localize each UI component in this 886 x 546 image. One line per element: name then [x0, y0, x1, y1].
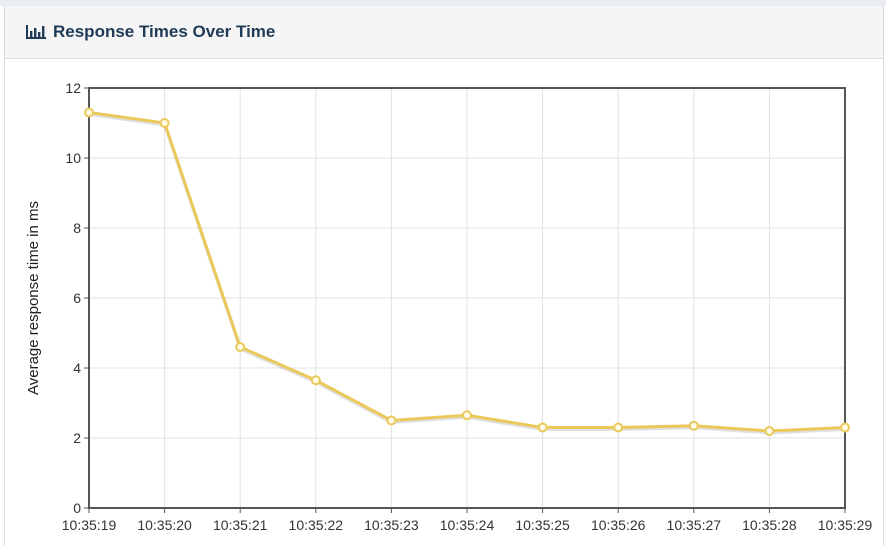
data-point	[310, 375, 321, 386]
data-point	[235, 342, 246, 352]
chart-panel: Response Times Over Time	[4, 6, 884, 546]
y-tick-label: 12	[65, 80, 81, 96]
x-tick-label: 10:35:23	[364, 517, 419, 533]
x-tick-label: 10:35:26	[591, 517, 646, 533]
y-tick-label: 10	[65, 150, 81, 166]
panel-heading: Response Times Over Time	[5, 6, 883, 59]
y-tick-label: 0	[73, 500, 81, 516]
y-tick-label: 8	[73, 220, 81, 236]
data-point	[613, 422, 624, 433]
x-tick-label: 10:35:22	[289, 517, 344, 533]
data-point	[386, 415, 397, 426]
data-point	[764, 426, 775, 436]
y-tick-label: 6	[73, 290, 81, 306]
data-point	[840, 422, 850, 433]
data-point	[537, 422, 548, 433]
x-tick-label: 10:35:24	[440, 517, 495, 533]
panel-title: Response Times Over Time	[53, 22, 276, 41]
data-point	[462, 410, 472, 421]
bar-chart-icon	[25, 24, 47, 40]
top-strip	[0, 0, 886, 6]
x-tick-label: 10:35:21	[213, 517, 268, 533]
data-point	[84, 107, 94, 118]
x-tick-label: 10:35:25	[515, 517, 570, 533]
x-tick-label: 10:35:29	[818, 517, 873, 533]
y-tick-label: 4	[73, 360, 81, 376]
data-point	[688, 420, 699, 431]
y-tick-label: 2	[73, 430, 81, 446]
x-tick-label: 10:35:19	[62, 517, 117, 533]
x-tick-label: 10:35:28	[742, 517, 797, 533]
x-tick-label: 10:35:20	[137, 517, 192, 533]
data-point	[159, 118, 170, 128]
x-tick-label: 10:35:27	[667, 517, 722, 533]
y-axis-label: Average response time in ms	[25, 201, 42, 395]
